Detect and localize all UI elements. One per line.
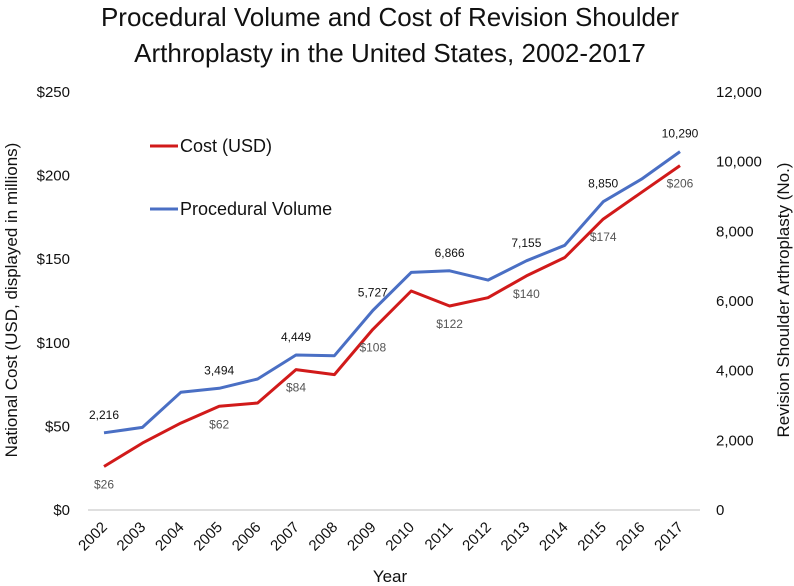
left-tick-label: $100 [37, 335, 70, 352]
left-tick-label: $150 [37, 251, 70, 268]
volume-data-label: 8,850 [588, 177, 618, 191]
x-tick-label: 2017 [651, 519, 687, 555]
x-tick-label: 2016 [613, 519, 649, 555]
x-tick-label: 2004 [152, 519, 188, 555]
left-tick-label: $200 [37, 168, 70, 185]
volume-data-label: 2,216 [89, 408, 119, 422]
x-tick-label: 2009 [344, 519, 380, 555]
x-tick-label: 2013 [498, 519, 534, 555]
x-tick-label: 2005 [190, 519, 226, 555]
x-tick-label: 2012 [459, 519, 495, 555]
x-tick-label: 2008 [306, 519, 342, 555]
x-tick-label: 2010 [382, 519, 418, 555]
x-axis-title: Year [373, 567, 408, 586]
right-tick-label: 2,000 [716, 432, 754, 449]
cost-line [103, 164, 681, 468]
left-tick-label: $50 [45, 418, 70, 435]
data-labels: $26 $62 $84 $108 $122 $140 $174 $206 2,216 3,494 4… [89, 127, 699, 492]
legend-cost-label: Cost (USD) [180, 136, 272, 156]
x-tick-label: 2003 [114, 519, 150, 555]
cost-data-label: $140 [513, 287, 540, 301]
volume-data-label: 3,494 [204, 363, 234, 377]
right-tick-label: 10,000 [716, 154, 762, 171]
cost-data-label: $62 [209, 417, 229, 431]
volume-data-label: 4,449 [281, 330, 311, 344]
x-tick-label: 2007 [267, 519, 303, 555]
x-tick-label: 2006 [229, 519, 265, 555]
volume-data-label: 10,290 [662, 127, 699, 141]
cost-data-label: $206 [667, 177, 694, 191]
series-lines [103, 150, 681, 468]
legend: Cost (USD) Procedural Volume [150, 136, 332, 219]
volume-data-label: 6,866 [435, 246, 465, 260]
left-axis-title: National Cost (USD, displayed in million… [2, 143, 21, 458]
right-tick-label: 12,000 [716, 84, 762, 101]
x-tick-label: 2015 [574, 519, 610, 555]
right-tick-label: 4,000 [716, 363, 754, 380]
x-tick-label: 2002 [75, 519, 111, 555]
legend-volume-label: Procedural Volume [180, 199, 332, 219]
x-tick-label: 2011 [422, 519, 457, 554]
cost-data-label: $174 [590, 230, 617, 244]
left-tick-label: $0 [53, 502, 70, 519]
chart-title-line-2: Arthroplasty in the United States, 2002-… [134, 38, 646, 68]
x-tick-label: 2014 [536, 519, 572, 555]
volume-line [103, 150, 681, 435]
cost-data-label: $26 [94, 478, 114, 492]
left-tick-label: $250 [37, 84, 70, 101]
volume-data-label: 5,727 [358, 286, 388, 300]
volume-data-label: 7,155 [511, 236, 541, 250]
right-tick-label: 0 [716, 502, 724, 519]
cost-data-label: $84 [286, 381, 306, 395]
chart-title-line-1: Procedural Volume and Cost of Revision S… [101, 2, 679, 32]
cost-data-label: $122 [436, 317, 463, 331]
chart-title: Procedural Volume and Cost of Revision S… [101, 2, 679, 68]
right-tick-label: 6,000 [716, 293, 754, 310]
right-tick-label: 8,000 [716, 223, 754, 240]
tick-labels: $0 $50 $100 $150 $200 $250 0 2,000 4,000 6,000 8,0… [2, 84, 793, 586]
right-axis-title: Revision Shoulder Arthroplasty (No.) [774, 163, 793, 438]
cost-data-label: $108 [359, 340, 386, 354]
